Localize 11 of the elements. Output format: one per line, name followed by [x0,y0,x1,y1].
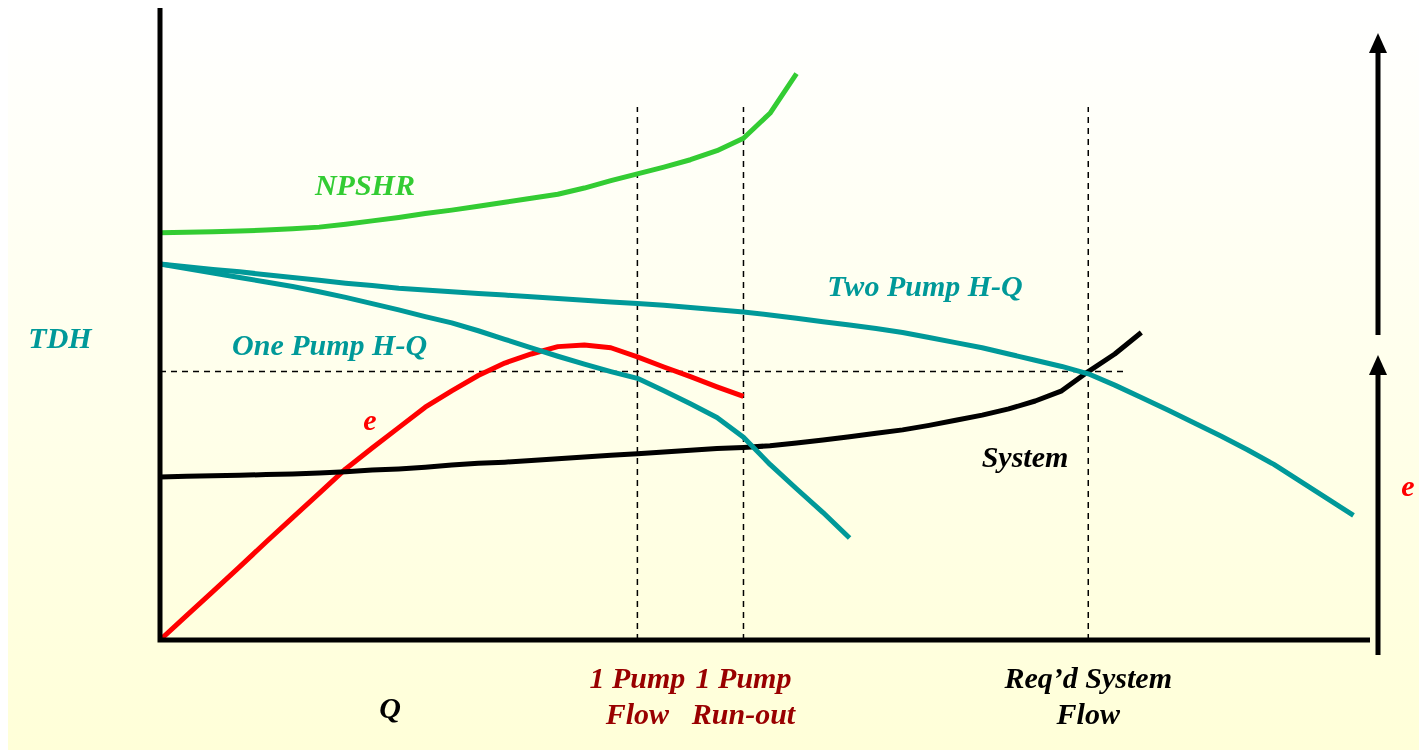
series-label: One Pump H-Q [232,327,428,361]
x-axis-title: Q [379,690,401,724]
y-axis-title: TDH [28,320,94,354]
x-tick-label: Req’d System Flow [1003,660,1172,730]
series-label: System [981,440,1069,474]
series-label: e [363,403,377,437]
series-label: NPSHR [313,168,415,202]
y2-axis-title: e [1401,468,1415,502]
series-label: Two Pump H-Q [827,269,1023,303]
x-tick-label: 1 Pump Run-out [690,660,797,730]
x-tick-label: 1 Pump Flow [589,660,686,730]
